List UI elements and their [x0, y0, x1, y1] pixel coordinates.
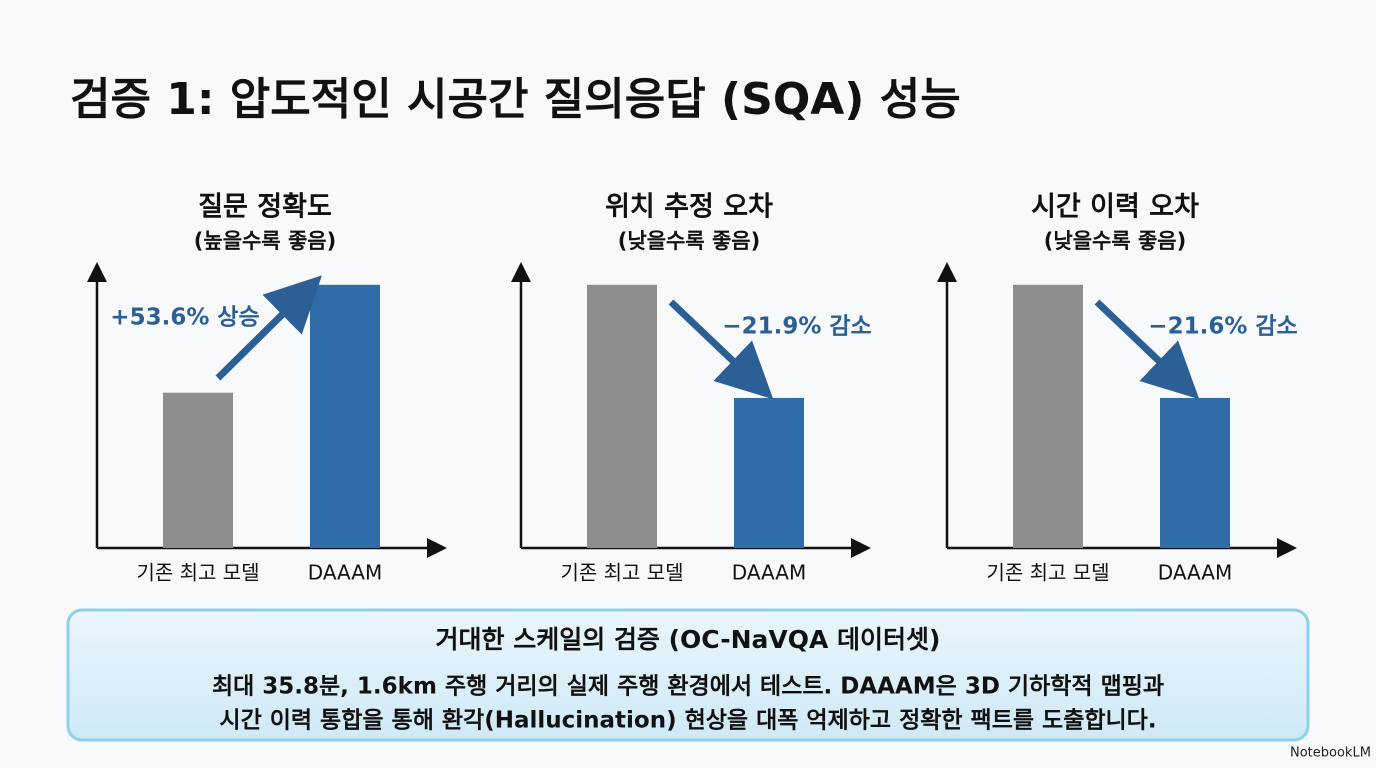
- bar: [734, 397, 804, 548]
- trend-arrow: [1094, 299, 1200, 400]
- chart-title: 질문 정확도: [198, 192, 332, 223]
- box-heading: 거대한 스케일의 검증 (OC-NaVQA 데이터셋): [436, 625, 941, 654]
- chart-title: 시간 이력 오차: [1031, 192, 1199, 223]
- annotation: −21.6% 감소: [1148, 314, 1297, 340]
- bar: [587, 284, 657, 548]
- chart-subtitle: (높을수록 좋음): [194, 229, 336, 253]
- trend-arrow: [215, 275, 322, 381]
- x-tick-label: 기존 최고 모델: [136, 561, 259, 585]
- slide-title: 검증 1: 압도적인 시공간 질의응답 (SQA) 성능: [70, 74, 961, 125]
- annotation: −21.9% 감소: [722, 314, 871, 340]
- bar: [1013, 284, 1083, 548]
- box-line: 시간 이력 통합을 통해 환각(Hallucination) 현상을 대폭 억제…: [219, 708, 1156, 734]
- x-tick-label: DAAAM: [732, 561, 806, 585]
- info-box: [66, 608, 1310, 742]
- chart-subtitle: (낮을수록 좋음): [1044, 229, 1186, 253]
- x-tick-label: 기존 최고 모델: [560, 561, 683, 585]
- footer: NotebookLM: [1290, 746, 1371, 761]
- trend-arrow: [668, 299, 774, 400]
- x-tick-label: DAAAM: [308, 561, 382, 585]
- box-line: 최대 35.8분, 1.6km 주행 거리의 실제 주행 환경에서 테스트. D…: [212, 674, 1164, 700]
- x-tick-label: DAAAM: [1158, 561, 1232, 585]
- annotation: +53.6% 상승: [110, 305, 259, 331]
- bar: [163, 392, 233, 548]
- bar: [1160, 397, 1230, 548]
- chart-subtitle: (낮을수록 좋음): [618, 229, 760, 253]
- chart-title: 위치 추정 오차: [605, 192, 773, 223]
- x-tick-label: 기존 최고 모델: [986, 561, 1109, 585]
- bar: [310, 284, 380, 548]
